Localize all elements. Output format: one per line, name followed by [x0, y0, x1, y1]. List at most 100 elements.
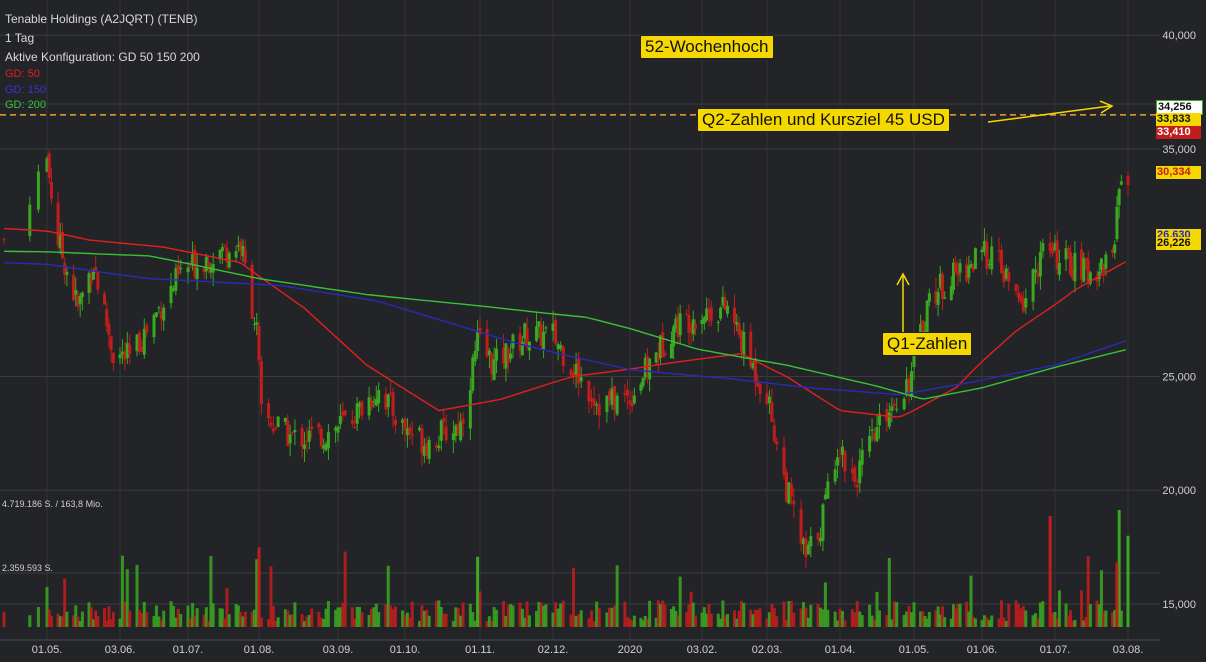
candle-body — [358, 402, 362, 408]
candle-body — [169, 285, 173, 304]
candle-body — [719, 307, 723, 319]
candle-body — [809, 536, 813, 547]
candle-body — [459, 421, 463, 441]
candle-body — [468, 390, 472, 429]
volume-bar — [860, 615, 864, 627]
volume-bar — [902, 614, 906, 627]
volume-bar — [855, 601, 859, 627]
candle-body — [76, 295, 80, 307]
volume-bar — [987, 619, 991, 627]
volume-bar — [838, 608, 842, 627]
volume-bar — [471, 612, 475, 627]
volume-bar — [590, 610, 593, 627]
volume-bar — [422, 610, 426, 627]
candle-body — [276, 416, 280, 427]
candle-body — [574, 364, 578, 375]
candle-body — [401, 419, 405, 423]
candle-body — [78, 296, 82, 304]
candle-body — [756, 381, 760, 387]
candle-body — [1038, 251, 1042, 277]
candle-body — [892, 403, 896, 406]
volume-bar — [401, 610, 405, 627]
candle-body — [204, 256, 208, 272]
volume-bar — [1051, 612, 1055, 627]
candle-body — [687, 315, 691, 333]
candle-body — [535, 326, 539, 341]
candle-body — [123, 351, 127, 360]
candle-body — [542, 331, 546, 350]
candle-body — [437, 445, 441, 449]
volume-bar — [439, 606, 443, 627]
candle-body — [1117, 189, 1121, 206]
volume-bar — [843, 620, 847, 627]
volume-bar — [569, 614, 573, 627]
candle-body — [705, 308, 709, 321]
volume-bar — [274, 620, 278, 627]
candle-body — [556, 344, 560, 350]
price-tag-gd50: 30,334 — [1156, 166, 1201, 179]
candle-body — [685, 314, 689, 316]
candle-body — [982, 240, 986, 252]
arrow-q2-head — [1099, 100, 1114, 114]
x-tick-label: 01.10. — [390, 644, 421, 656]
candle-body — [372, 401, 376, 403]
volume-bar — [1004, 621, 1008, 627]
volume-bar — [877, 610, 881, 627]
candle-body — [1057, 263, 1061, 275]
candle-body — [758, 384, 762, 395]
legend-gd50: GD: 50 — [5, 68, 40, 80]
volume-bar — [687, 604, 691, 627]
volume-bar — [176, 608, 180, 627]
volume-bar — [910, 612, 914, 627]
volume-bar — [492, 607, 496, 627]
volume-bar — [674, 610, 678, 627]
candle-body — [826, 481, 830, 499]
volume-bar — [485, 621, 489, 627]
interval-label: 1 Tag — [5, 31, 35, 45]
candle-body — [855, 484, 859, 488]
candle-body — [391, 392, 395, 416]
volume-bar — [252, 609, 256, 627]
volume-bar — [384, 604, 388, 627]
volume-bar — [322, 618, 326, 627]
candle-body — [661, 332, 665, 357]
candle-body — [223, 244, 227, 246]
volume-bar — [89, 607, 93, 627]
volume-bar — [65, 611, 69, 627]
volume-bar — [154, 605, 158, 627]
candle-body — [310, 426, 314, 430]
volume-bar — [389, 605, 393, 627]
volume-bar — [816, 603, 820, 627]
volume-bar — [542, 605, 546, 627]
candle-body — [954, 262, 958, 272]
volume-bar — [1041, 601, 1045, 627]
volume-bar — [442, 613, 446, 627]
candle-body — [816, 532, 820, 540]
x-axis: 01.05. 03.06. 01.07. 01.08. 03.09. 01.10. 01.1… — [32, 644, 1144, 656]
volume-bar — [370, 608, 373, 627]
gd50-line — [3, 227, 1127, 418]
candle-body — [487, 350, 491, 355]
volume-bar — [223, 618, 227, 627]
candle-body — [590, 398, 593, 402]
volume-bar — [938, 614, 942, 627]
candle-body — [451, 433, 455, 441]
volume-bar — [1095, 600, 1099, 627]
volume-bar — [645, 618, 649, 627]
volume-bar — [137, 610, 141, 627]
volume-bar — [623, 601, 627, 627]
volume-bar — [87, 602, 91, 627]
volume-bar — [1017, 604, 1020, 627]
volume-bar — [1113, 610, 1117, 627]
candle-body — [965, 264, 969, 281]
candle-body — [739, 330, 743, 352]
candle-body — [971, 264, 975, 271]
candle-body — [733, 307, 736, 323]
candle-body — [1041, 243, 1045, 252]
candle-body — [806, 544, 810, 555]
candle-body — [572, 371, 576, 378]
volume-bar — [76, 616, 80, 627]
candle-body — [271, 428, 275, 432]
candle-body — [943, 297, 947, 299]
volume-bar — [641, 620, 645, 627]
